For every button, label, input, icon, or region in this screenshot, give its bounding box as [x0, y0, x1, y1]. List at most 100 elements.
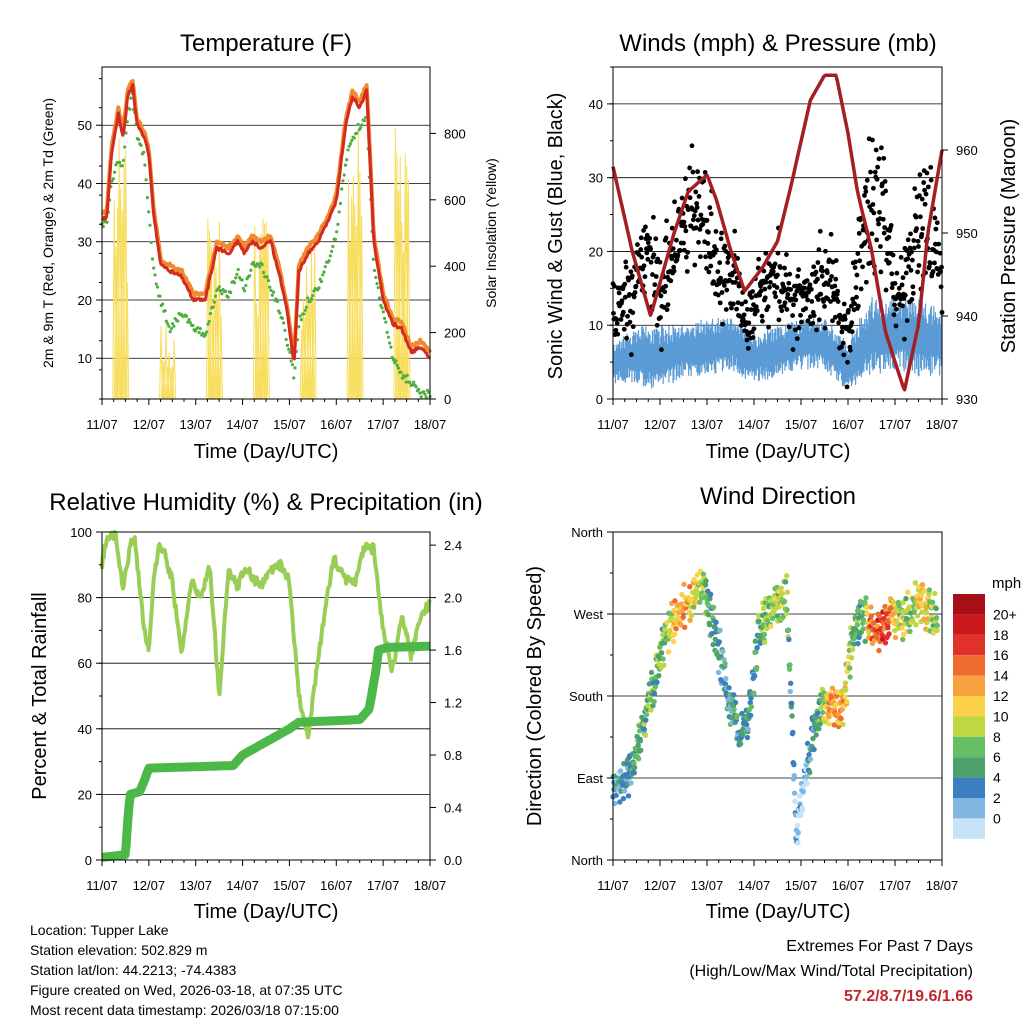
speed-legend-swatch	[953, 614, 985, 635]
gust-point	[700, 221, 706, 227]
humidity-title: Relative Humidity (%) & Precipitation (i…	[49, 489, 482, 516]
winds-x-tick-label: 11/07	[597, 417, 629, 432]
direction-point	[658, 650, 665, 656]
direction-point	[643, 711, 650, 718]
extremes-values: 57.2/8.7/19.6/1.66	[844, 988, 973, 1005]
dewpoint-point	[298, 314, 302, 318]
gust-point	[889, 285, 895, 291]
dewpoint-point	[155, 285, 160, 289]
speed-legend-swatch	[953, 716, 985, 737]
gust-point	[659, 347, 664, 353]
direction-point	[681, 581, 687, 588]
winds-y-tick-label: 10	[589, 318, 603, 333]
solar-spike	[266, 232, 270, 400]
dewpoint-point	[211, 305, 215, 309]
direction-point	[678, 622, 684, 628]
speed-legend-label: 4	[993, 770, 1001, 786]
gust-point	[759, 313, 765, 319]
gust-point	[915, 269, 920, 275]
gust-point	[849, 329, 855, 335]
direction-y-label: Direction (Colored By Speed)	[524, 566, 546, 826]
gust-point	[891, 312, 897, 318]
pressure-line	[611, 73, 944, 392]
direction-point	[787, 688, 793, 695]
direction-point	[876, 613, 882, 619]
direction-point	[687, 584, 693, 590]
gust-point	[653, 236, 659, 242]
dewpoint-point	[375, 282, 379, 286]
gust-point	[932, 215, 938, 221]
humidity-y-tick-label: 100	[70, 525, 92, 540]
gust-point	[815, 260, 821, 265]
direction-x-tick-label: 11/07	[597, 878, 629, 893]
dewpoint-point	[297, 325, 301, 329]
dewpoint-point	[118, 160, 122, 164]
dewpoint-point	[396, 366, 401, 370]
gust-point	[787, 271, 793, 277]
gust-point	[933, 249, 939, 255]
direction-series	[610, 568, 940, 846]
gust-point	[904, 318, 910, 323]
direction-point	[737, 741, 744, 747]
direction-point	[703, 578, 709, 584]
direction-point	[826, 721, 832, 727]
dewpoint-point	[206, 322, 210, 326]
gust-point	[799, 319, 804, 325]
gust-point	[631, 294, 637, 300]
dewpoint-point	[218, 289, 223, 293]
dewpoint-point	[345, 158, 349, 162]
gust-point	[910, 284, 916, 290]
direction-point	[803, 774, 810, 780]
gust-point	[798, 312, 803, 318]
dewpoint-point	[249, 268, 253, 272]
dewpoint-point	[372, 268, 377, 273]
temperature-panel: Temperature (F) 10 20 30 40 50 0 200 400 600 800…	[40, 30, 499, 463]
gust-point	[630, 324, 636, 330]
gust-point	[718, 275, 724, 281]
speed-legend-label: 20+	[993, 606, 1017, 622]
humidity-y-right-tick-label: 0.4	[444, 801, 462, 816]
temperature-y-tick-label: 10	[78, 351, 92, 366]
gust-point	[715, 269, 721, 275]
gust-point	[773, 294, 779, 300]
direction-point	[723, 675, 729, 682]
direction-point	[847, 665, 853, 671]
direction-point	[814, 710, 821, 717]
direction-point	[838, 715, 844, 722]
speed-legend: mph 20+ 18 16 14 12 10 8 6 4 2 0	[953, 575, 1021, 839]
gust-point	[872, 169, 878, 175]
dewpoint-point	[271, 290, 276, 294]
dewpoint-point	[404, 380, 408, 384]
direction-point	[620, 795, 627, 802]
gust-point	[790, 347, 796, 352]
gust-point	[860, 264, 865, 270]
dewpoint-point	[248, 274, 252, 278]
gust-point	[820, 268, 826, 274]
direction-point	[791, 772, 797, 779]
solar-y-ticks: 0 200 400 600 800	[430, 126, 466, 407]
gust-point	[850, 296, 856, 302]
temperature-x-tick-label: 16/07	[320, 417, 353, 432]
gust-point	[658, 315, 663, 320]
direction-point	[716, 639, 722, 645]
winds-x-ticks: 11/07 12/07 13/07 14/07 15/07 16/07 17/07 18/07	[597, 399, 958, 432]
gust-point	[808, 286, 814, 292]
dewpoint-point	[389, 345, 393, 349]
dewpoint-point	[337, 210, 341, 214]
speed-legend-label: 6	[993, 749, 1001, 765]
humidity-y-tick-label: 20	[78, 787, 92, 802]
speed-legend-swatch	[953, 634, 985, 656]
direction-point	[845, 660, 851, 667]
humidity-y-right-tick-label: 2.4	[444, 538, 462, 553]
gust-point	[644, 250, 650, 256]
gust-point	[623, 264, 629, 270]
dewpoint-point	[136, 137, 141, 142]
direction-point	[926, 587, 933, 593]
gust-point	[711, 279, 716, 285]
winds-y-right-tick-label: 950	[956, 226, 978, 241]
gust-point	[696, 194, 702, 199]
direction-point	[831, 722, 837, 728]
direction-point	[732, 699, 739, 706]
dewpoint-point	[328, 254, 332, 258]
gust-point	[813, 269, 819, 275]
